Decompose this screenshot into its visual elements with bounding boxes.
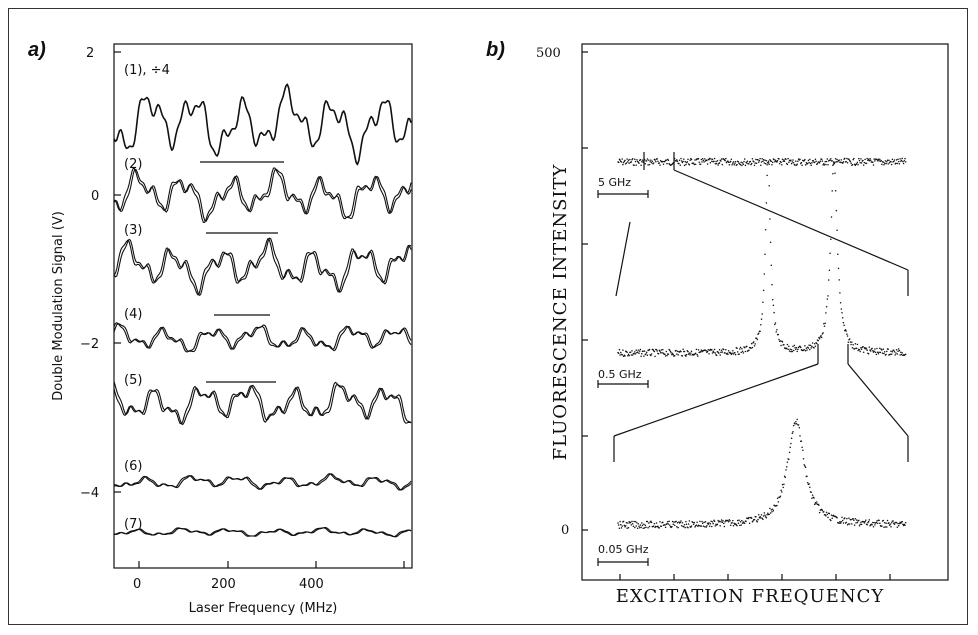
trace-5-copy-2 <box>113 381 412 425</box>
xtick-a-2: 400 <box>299 577 324 592</box>
trace-4-copy-1 <box>113 323 412 353</box>
trace-label-4: (4) <box>124 307 142 322</box>
xtick-a-0: 0 <box>133 577 141 592</box>
panel-a-frame <box>113 43 413 569</box>
panel-b-traces <box>617 157 907 530</box>
ytick-b-1: 0 <box>561 523 569 538</box>
xtick-a-1: 200 <box>211 577 236 592</box>
trace-3-copy-2 <box>113 238 412 296</box>
panel-a-yticks: 2 0 −2 −4 <box>80 46 121 501</box>
figure-frame <box>8 8 968 625</box>
panel-a-xticks: 0 200 400 <box>133 561 405 592</box>
spectrum-2 <box>617 161 907 358</box>
ytick-a-0: 2 <box>86 46 94 61</box>
trace-5-copy-1 <box>113 381 412 426</box>
trace-label-7: (7) <box>124 517 142 532</box>
spectrum-1 <box>617 157 907 167</box>
trace-label-3: (3) <box>124 223 142 238</box>
trace-label-6: (6) <box>124 459 142 474</box>
panel-a-trace-labels: (1), ÷4 (2) (3) (4) (5) (6) (7) <box>124 63 170 532</box>
trace-6-copy-1 <box>113 473 412 491</box>
panel-a-ylabel: Double Modulation Signal (V) <box>51 211 66 401</box>
ytick-b-0: 500 <box>536 46 561 61</box>
trace-2-copy-1 <box>113 168 412 222</box>
panel-b-xticks <box>619 574 891 580</box>
trace-3-copy-1 <box>113 237 412 296</box>
ytick-a-3: −4 <box>80 486 99 501</box>
panel-b-frame <box>581 43 949 581</box>
panel-b-scale-bars: 5 GHz 0.5 GHz 0.05 GHz <box>597 176 649 566</box>
panel-a-traces <box>113 83 412 538</box>
panel-a-bars <box>200 161 284 383</box>
spectrum-3 <box>617 418 907 530</box>
panel-a: a) 2 0 −2 −4 0 200 400 Laser Frequency (… <box>28 39 413 616</box>
panel-b-xlabel: EXCITATION FREQUENCY <box>616 586 885 607</box>
scale-label-05ghz: 0.5 GHz <box>598 368 642 381</box>
trace-label-1: (1), ÷4 <box>124 63 170 78</box>
trace-label-5: (5) <box>124 373 142 388</box>
trace-label-2: (2) <box>124 157 142 172</box>
panel-a-xlabel: Laser Frequency (MHz) <box>189 601 338 616</box>
panel-b-letter: b) <box>486 39 505 61</box>
ytick-a-1: 0 <box>91 189 99 204</box>
trace-4-copy-2 <box>113 322 412 353</box>
trace-2-copy-2 <box>113 167 412 224</box>
ytick-a-2: −2 <box>80 337 99 352</box>
panel-a-letter: a) <box>28 39 46 61</box>
trace-1 <box>113 83 412 166</box>
panel-b-yticks <box>582 51 588 531</box>
trace-7-copy-2 <box>113 527 412 538</box>
panel-b: b) 500 0 FLUORESCENCE INTENSITY EXCITATI… <box>486 39 949 607</box>
scale-label-005ghz: 0.05 GHz <box>598 543 649 556</box>
panel-b-ylabel: FLUORESCENCE INTENSITY <box>550 163 571 460</box>
panel-b-zoom-lines <box>613 152 909 462</box>
trace-6-copy-2 <box>114 473 412 491</box>
scale-label-5ghz: 5 GHz <box>598 176 631 189</box>
